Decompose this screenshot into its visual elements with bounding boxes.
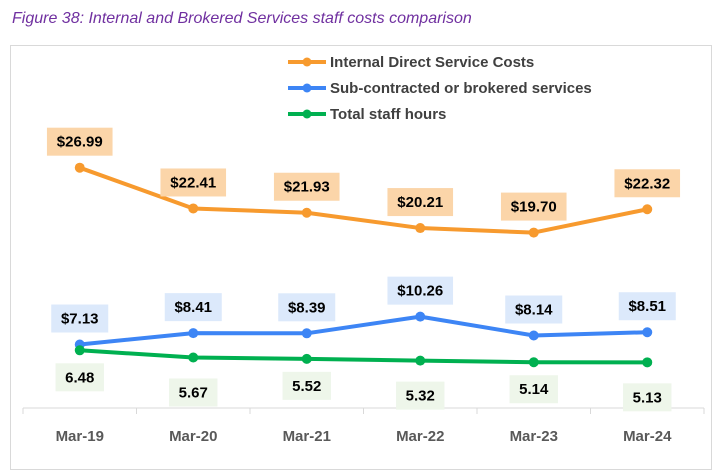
data-label-bg bbox=[51, 304, 109, 333]
data-label: $8.51 bbox=[628, 298, 666, 315]
data-label: 5.32 bbox=[406, 388, 435, 405]
legend-marker-icon bbox=[302, 109, 312, 119]
legend-entry: Internal Direct Service Costs bbox=[330, 54, 534, 71]
data-point bbox=[188, 203, 199, 214]
legend-marker-icon bbox=[302, 83, 312, 93]
x-tick-label: Mar-22 bbox=[396, 428, 444, 445]
data-label: $19.70 bbox=[511, 199, 557, 216]
chart-title: Figure 38: Internal and Brokered Service… bbox=[12, 10, 472, 27]
series-line-1 bbox=[79, 314, 648, 347]
data-point bbox=[528, 227, 539, 238]
data-label-bg bbox=[164, 293, 222, 322]
data-label: $8.14 bbox=[515, 302, 553, 319]
x-tick-label: Mar-19 bbox=[56, 428, 104, 445]
chart-frame bbox=[10, 45, 712, 470]
data-label: $26.99 bbox=[57, 134, 103, 151]
data-point bbox=[188, 352, 199, 363]
data-label-bg bbox=[282, 371, 331, 400]
data-label-bg bbox=[509, 375, 558, 404]
data-point bbox=[188, 328, 199, 339]
data-label-bg bbox=[387, 276, 454, 305]
data-label-bg bbox=[396, 381, 445, 410]
data-label: 6.48 bbox=[65, 369, 94, 386]
data-point bbox=[642, 357, 653, 368]
data-label-bg bbox=[169, 378, 218, 407]
data-label-bg bbox=[55, 363, 104, 392]
legend-marker-icon bbox=[302, 57, 312, 67]
data-label-bg bbox=[46, 127, 113, 156]
data-label: 5.67 bbox=[179, 385, 208, 402]
data-label-bg bbox=[618, 292, 676, 321]
data-label-bg bbox=[505, 295, 563, 324]
data-label: $20.21 bbox=[397, 194, 443, 211]
data-label-bg bbox=[387, 188, 454, 217]
data-label-bg bbox=[278, 293, 336, 322]
data-point bbox=[415, 311, 426, 322]
data-point bbox=[301, 207, 312, 218]
x-tick-label: Mar-20 bbox=[169, 428, 217, 445]
data-point bbox=[74, 162, 85, 173]
x-tick-label: Mar-21 bbox=[283, 428, 331, 445]
x-tick-label: Mar-24 bbox=[623, 428, 672, 445]
data-point bbox=[528, 357, 539, 368]
legend-entry: Sub-contracted or brokered services bbox=[330, 80, 592, 97]
x-tick-label: Mar-23 bbox=[510, 428, 558, 445]
data-label: $22.32 bbox=[624, 175, 670, 192]
data-point bbox=[74, 345, 85, 356]
data-point bbox=[301, 353, 312, 364]
legend-entry: Total staff hours bbox=[330, 106, 446, 123]
data-point bbox=[415, 223, 426, 234]
data-label-bg bbox=[500, 192, 567, 221]
data-label: 5.13 bbox=[633, 389, 662, 406]
data-label-bg bbox=[623, 383, 672, 412]
data-point bbox=[642, 327, 653, 338]
data-point bbox=[642, 204, 653, 215]
data-label: $10.26 bbox=[397, 283, 443, 300]
data-point bbox=[415, 355, 426, 366]
data-label: $21.93 bbox=[284, 179, 330, 196]
data-label-bg bbox=[160, 168, 227, 197]
series-line-0 bbox=[79, 165, 648, 235]
data-label-bg bbox=[273, 172, 340, 201]
data-point bbox=[528, 330, 539, 341]
data-label: 5.14 bbox=[519, 381, 549, 398]
data-label-bg bbox=[614, 169, 681, 198]
data-label: $7.13 bbox=[61, 311, 99, 328]
series-line-2 bbox=[79, 348, 648, 365]
data-label: $8.41 bbox=[174, 299, 212, 316]
data-label: $8.39 bbox=[288, 299, 326, 316]
data-label: $22.41 bbox=[170, 174, 216, 191]
data-label: 5.52 bbox=[292, 378, 321, 395]
data-point bbox=[301, 328, 312, 339]
